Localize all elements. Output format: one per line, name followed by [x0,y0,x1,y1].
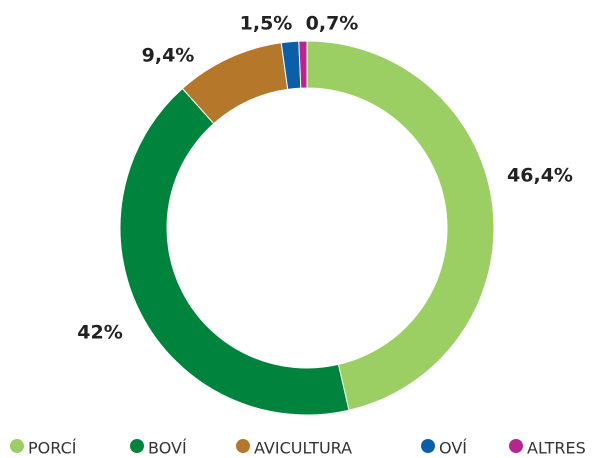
data-label: 46,4% [507,165,573,187]
slice [306,40,495,411]
legend-label: AVICULTURA [254,439,352,458]
data-label: 9,4% [142,45,195,67]
legend-marker [236,439,250,453]
slice [119,87,350,416]
legend-label: PORCÍ [28,439,77,458]
legend-marker [509,439,523,453]
legend-marker [10,439,24,453]
legend-marker [421,439,435,453]
legend-marker [130,439,144,453]
data-label: 42% [77,322,122,344]
legend-label: BOVÍ [148,439,187,458]
legend-label: OVÍ [439,439,467,458]
data-label: 1,5% [240,13,293,35]
data-label: 0,7% [306,13,359,35]
legend-label: ALTRES [527,439,586,458]
slice [298,40,308,89]
